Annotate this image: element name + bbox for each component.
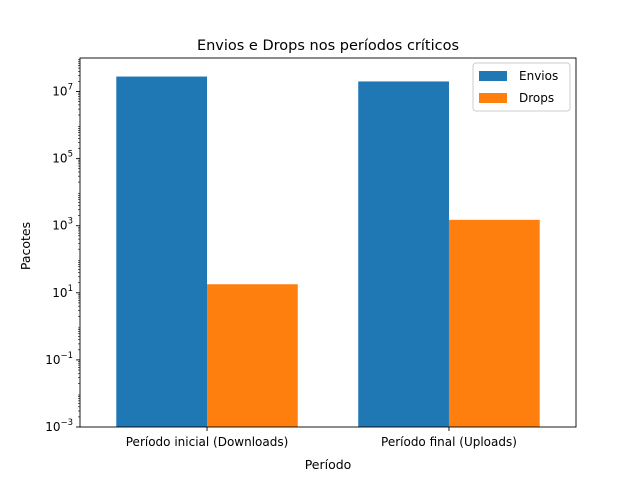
x-tick-label: Período final (Uploads) [381,435,517,449]
bars-layer [116,76,540,428]
legend-swatch-drops [479,93,507,103]
y-axis-label: Pacotes [18,222,33,270]
x-axis-label: Período [305,457,352,472]
y-tick-label: 103 [52,217,73,233]
plot-frame [79,57,577,428]
bar-envios-1 [358,81,449,427]
x-tick-label: Período inicial (Downloads) [126,435,289,449]
axes-layer: 10−3 10−1 101 103 105 107 Período inicial (Dow… [45,57,577,449]
legend-label-drops: Drops [519,91,554,105]
bar-drops-1 [448,219,540,427]
y-tick-label: 101 [52,284,73,300]
y-tick-label: 10−3 [45,418,73,434]
bar-envios-0 [116,76,208,428]
legend-swatch-envios [479,71,507,81]
y-tick-label: 105 [52,150,73,166]
y-tick-label: 107 [52,83,73,99]
legend: Envios Drops [472,62,571,112]
chart-title: Envios e Drops nos períodos críticos [197,38,459,54]
y-tick-label: 10−1 [45,351,73,367]
legend-label-envios: Envios [519,69,558,83]
bar-drops-0 [207,284,298,427]
